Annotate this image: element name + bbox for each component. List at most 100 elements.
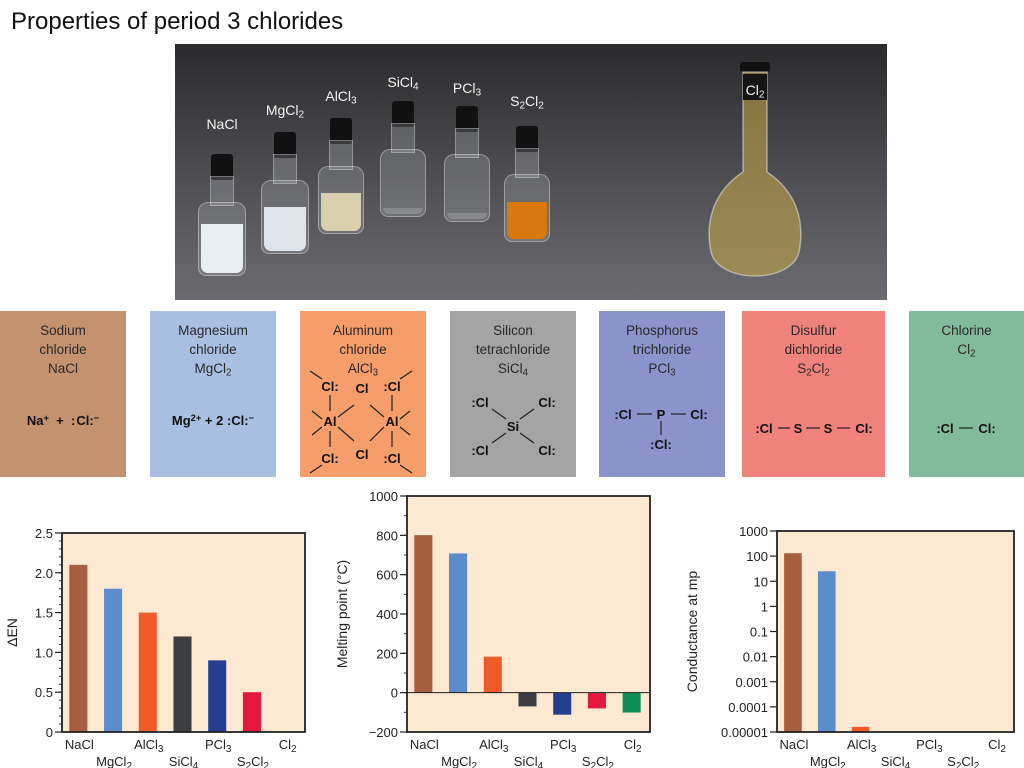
- x-label-nacl: NaCl: [410, 737, 439, 752]
- panel-mgcl2: Magnesium chloride MgCl2 Mg2+ + 2 :Cl:−: [150, 311, 276, 477]
- y-tick-label: 0.0001: [728, 700, 768, 715]
- pcl3-structure: :Cl P Cl::Cl:: [614, 407, 707, 452]
- chlorides-photo: NaCl MgCl2 AlCl3 SiCl4 PCl3 S2Cl2 Cl2: [175, 44, 887, 300]
- bar-mgcl2: [449, 553, 468, 693]
- photo-label-s2cl2: S2Cl2: [510, 93, 544, 112]
- bar-sicl4: [173, 636, 192, 732]
- svg-text::Cl: :Cl: [755, 421, 772, 436]
- compound-name: Magnesium: [178, 323, 248, 338]
- cl2-structure: :Cl Cl:: [936, 421, 995, 436]
- y-tick-label: 600: [376, 568, 398, 583]
- panel-sicl4: Silicon tetrachloride SiCl4:Cl Cl: Si:Cl Cl:: [450, 311, 576, 477]
- svg-text:Cl:: Cl:: [978, 421, 995, 436]
- panel-alcl3: Aluminum chloride AlCl3 Cl: Cl:Cl Al Al Cl: Cl:C…: [300, 311, 426, 477]
- y-axis-label: Melting point (°C): [334, 560, 350, 668]
- y-axis-label: Conductance at mp: [684, 571, 700, 693]
- photo-label-cl2: Cl2: [745, 82, 765, 101]
- compound-name: Chlorine: [941, 323, 992, 338]
- bottle-contents: [383, 208, 423, 214]
- slide-title: Properties of period 3 chlorides: [11, 8, 344, 35]
- x-label-sicl4: SiCl4: [881, 754, 911, 768]
- bottle-neck: [455, 128, 479, 158]
- bar-s2cl2: [242, 692, 261, 732]
- y-tick-label: 400: [376, 607, 398, 622]
- bottle-pcl3: [444, 106, 490, 222]
- bottle-contents: [201, 224, 243, 273]
- lewis-structure: :Cl S S Cl:: [742, 311, 885, 477]
- bottle-contents: [507, 202, 547, 239]
- stopper-icon: [456, 106, 478, 132]
- svg-text:Si: Si: [507, 419, 519, 434]
- bottle-neck: [273, 154, 297, 184]
- lewis-structure: :Cl Cl: Si:Cl Cl:: [450, 311, 576, 477]
- y-axis-label: ΔEN: [4, 618, 20, 647]
- x-label-cl2: Cl2: [279, 737, 297, 755]
- conductance-chart: 0.00001 0.0001 0.001 0.01 0.1 1 10 100 1000 NaClM…: [684, 524, 1015, 768]
- bottle-mgcl2: [261, 132, 309, 254]
- panel-cl2: Chlorine Cl2:Cl Cl:: [909, 311, 1024, 477]
- sicl4-structure: :Cl Cl: Si:Cl Cl:: [471, 395, 555, 458]
- compound-name-line2: tetrachloride: [475, 342, 551, 357]
- x-label-s2cl2: S2Cl2: [947, 754, 980, 768]
- bottle-neck: [391, 123, 415, 153]
- svg-text::Cl:: :Cl:: [650, 437, 672, 452]
- compound-name: Silicon: [493, 323, 533, 338]
- x-label-mgcl2: MgCl2: [810, 754, 846, 768]
- plot-frame: [406, 495, 651, 733]
- compound-name-line2: chloride: [189, 342, 237, 357]
- panel-pcl3: Phosphorus trichloride PCl3:Cl P Cl::Cl:: [599, 311, 725, 477]
- compound-name-line2: chloride: [39, 342, 87, 357]
- compound-name: Phosphorus: [625, 323, 699, 338]
- y-tick-label: 2.0: [35, 566, 53, 581]
- x-label-s2cl2: S2Cl2: [237, 754, 270, 768]
- photo-label-nacl: NaCl: [206, 116, 238, 132]
- bar-nacl: [414, 535, 433, 693]
- bottle-body: [318, 166, 364, 234]
- x-label-s2cl2: S2Cl2: [582, 754, 615, 768]
- y-tick-label: 2.5: [35, 526, 53, 541]
- x-label-cl2: Cl2: [624, 737, 642, 755]
- svg-text:Cl:: Cl:: [690, 407, 707, 422]
- svg-text:P: P: [657, 407, 666, 422]
- svg-text:Cl: Cl: [356, 447, 369, 462]
- y-tick-label: 1000: [369, 489, 398, 504]
- photo-label-sicl4: SiCl4: [387, 74, 419, 93]
- bar-mgcl2: [817, 571, 836, 732]
- y-tick-label: 0.1: [750, 625, 768, 640]
- x-label-alcl3: AlCl3: [479, 737, 509, 755]
- bottle-contents: [321, 193, 361, 231]
- svg-text:Cl:: Cl:: [321, 451, 338, 466]
- bottle-neck: [210, 176, 234, 206]
- stopper-icon: [330, 118, 352, 144]
- bottle-neck: [515, 148, 539, 178]
- y-tick-label: 0.001: [735, 675, 768, 690]
- stopper-icon: [516, 126, 538, 152]
- compound-formula: PCl3: [648, 361, 676, 379]
- stopper-icon: [274, 132, 296, 158]
- bottle-contents: [264, 207, 306, 251]
- svg-text:S: S: [794, 421, 803, 436]
- bottle-alcl3: [318, 118, 364, 234]
- y-tick-label: 0.01: [743, 650, 768, 665]
- bar-nacl: [69, 564, 88, 732]
- compound-name: Sodium: [40, 323, 86, 338]
- x-label-alcl3: AlCl3: [847, 737, 877, 755]
- compound-name-line2: trichloride: [632, 342, 692, 357]
- bottle-contents: [447, 213, 487, 219]
- x-label-alcl3: AlCl3: [134, 737, 164, 755]
- stopper-icon: [392, 101, 414, 127]
- svg-text:Cl:: Cl:: [538, 443, 555, 458]
- lewis-structure: :Cl P Cl::Cl:: [599, 311, 725, 477]
- lewis-structure: Cl: Cl:Cl Al Al Cl: Cl:Cl: [300, 311, 426, 477]
- panel-nacl: Sodium chloride NaCl Na+ + :Cl:−: [0, 311, 126, 477]
- compound-formula: MgCl2: [194, 361, 232, 379]
- x-label-pcl3: PCl3: [916, 737, 943, 755]
- bottle-body: [198, 202, 246, 276]
- svg-text:S: S: [824, 421, 833, 436]
- x-label-pcl3: PCl3: [205, 737, 232, 755]
- svg-text:Cl: Cl: [356, 381, 369, 396]
- y-tick-label: 1000: [739, 524, 768, 539]
- bottle-body: [444, 154, 490, 222]
- compound-formula: NaCl: [47, 361, 78, 376]
